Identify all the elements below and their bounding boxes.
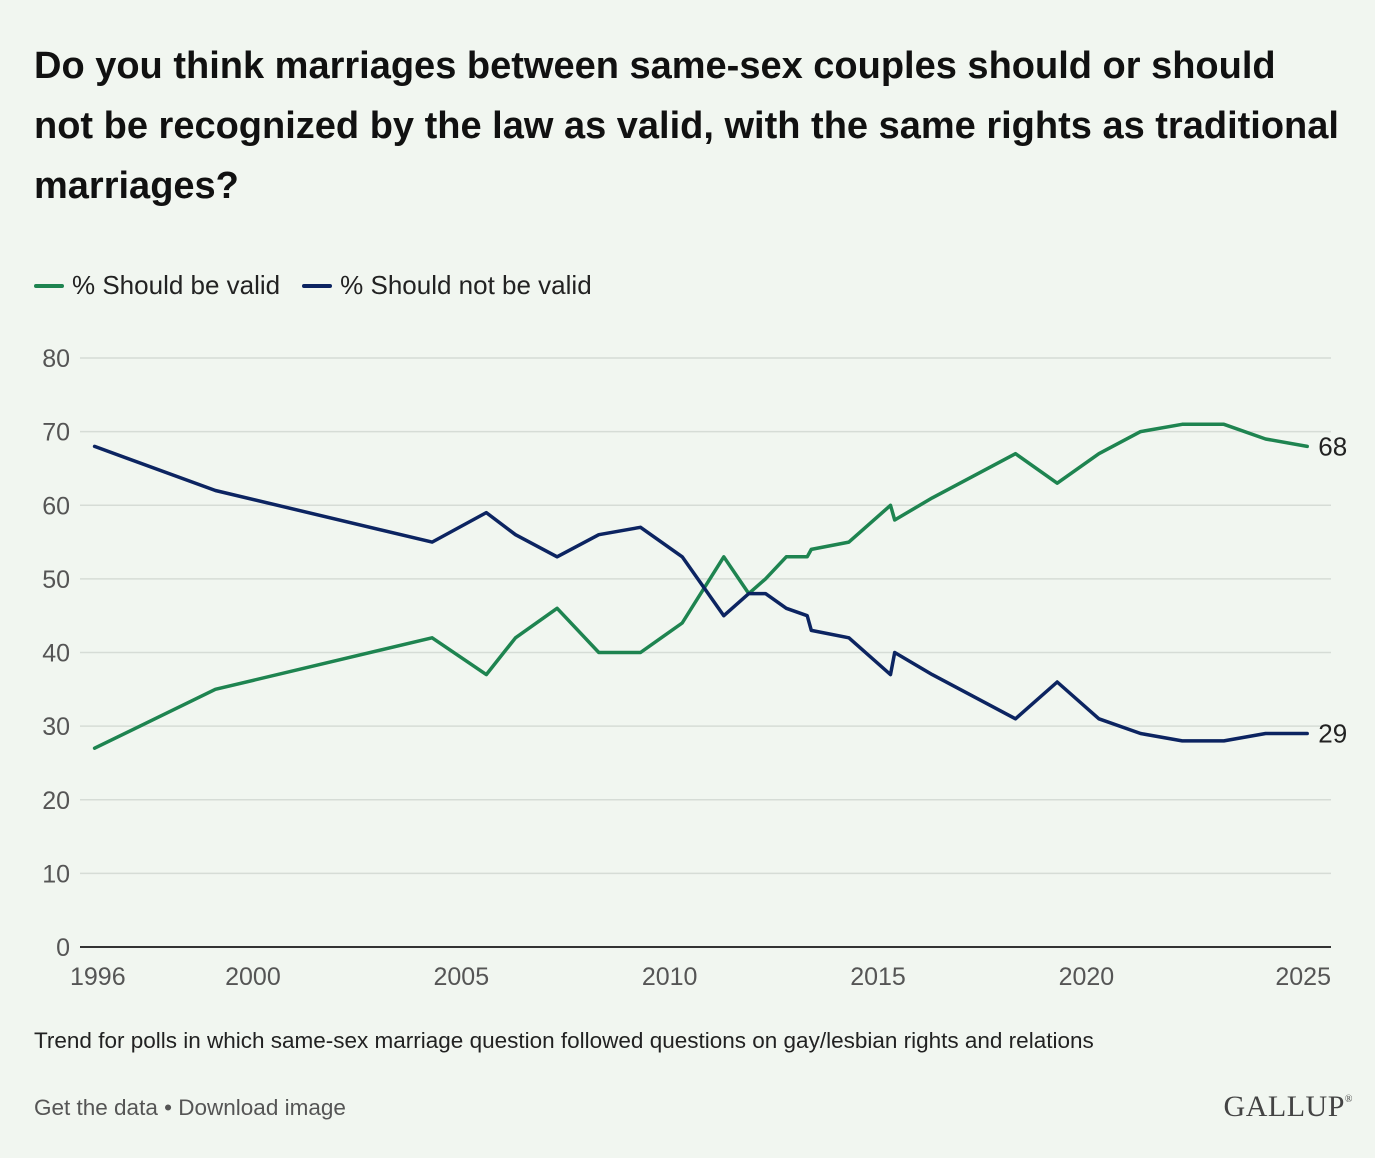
y-tick-label-60: 60 xyxy=(42,492,70,520)
download-image-link[interactable]: Download image xyxy=(178,1095,346,1120)
x-tick-label-2025: 2025 xyxy=(1275,963,1331,991)
legend-label-not-valid: % Should not be valid xyxy=(340,270,592,300)
legend: % Should be valid % Should not be valid xyxy=(34,270,614,301)
legend-item-not-valid: % Should not be valid xyxy=(302,270,592,301)
end-label-series-1: 29 xyxy=(1318,718,1347,748)
get-data-link[interactable]: Get the data xyxy=(34,1095,158,1120)
gallup-logo-text: GALLUP xyxy=(1223,1090,1345,1123)
y-tick-label-50: 50 xyxy=(42,566,70,594)
legend-swatch-not-valid xyxy=(302,283,333,288)
x-tick-label-2010: 2010 xyxy=(642,963,698,991)
x-tick-label-2005: 2005 xyxy=(433,963,489,991)
y-tick-label-0: 0 xyxy=(56,934,70,962)
x-tick-label-1996: 1996 xyxy=(70,963,126,991)
series-line-1 xyxy=(92,444,1309,743)
footer-separator: • xyxy=(164,1095,172,1120)
gallup-logo: GALLUP® xyxy=(1224,1090,1353,1124)
legend-swatch-valid xyxy=(34,283,64,288)
legend-item-valid: % Should be valid xyxy=(34,270,280,301)
legend-label-valid: % Should be valid xyxy=(72,270,281,300)
end-label-series-0: 68 xyxy=(1318,431,1347,461)
footer-links: Get the data • Download image xyxy=(34,1095,346,1121)
y-tick-label-10: 10 xyxy=(42,860,70,888)
registered-mark: ® xyxy=(1344,1094,1353,1105)
x-tick-label-2020: 2020 xyxy=(1059,963,1115,991)
x-tick-label-2015: 2015 xyxy=(850,963,906,991)
y-tick-label-30: 30 xyxy=(42,713,70,741)
y-tick-label-70: 70 xyxy=(42,419,70,447)
chart-title: Do you think marriages between same-sex … xyxy=(34,45,1339,207)
y-tick-label-40: 40 xyxy=(42,640,70,668)
y-tick-label-20: 20 xyxy=(42,787,70,815)
y-tick-label-80: 80 xyxy=(42,345,70,373)
series-line-0 xyxy=(92,422,1309,750)
x-tick-label-2000: 2000 xyxy=(225,963,281,991)
chart-note: Trend for polls in which same-sex marria… xyxy=(34,1028,1094,1053)
